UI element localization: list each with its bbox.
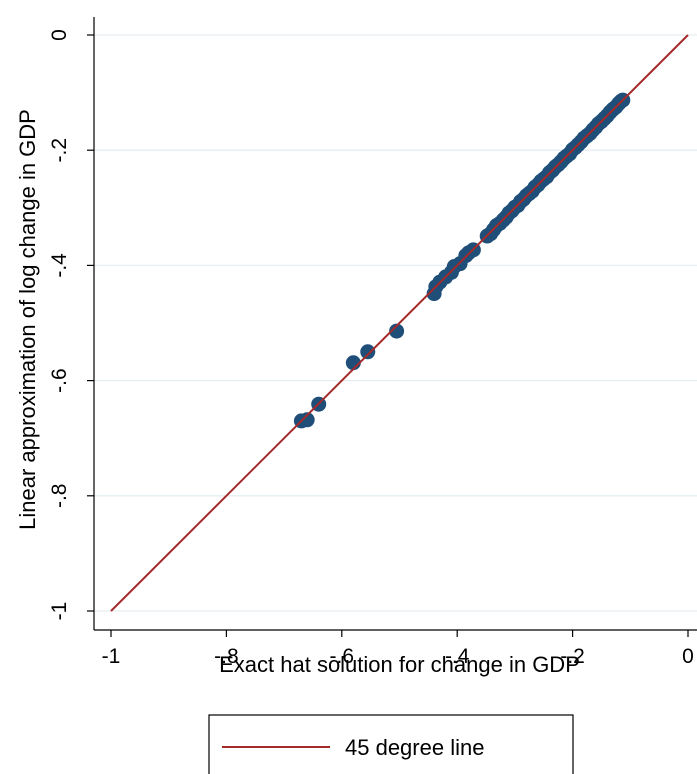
degree-line-series [110, 34, 689, 612]
x-tick-label: 0 [682, 645, 694, 668]
x-tick-label: -.2 [560, 645, 585, 668]
y-tick-label: -.6 [48, 368, 71, 393]
y-tick-label: -.2 [48, 138, 71, 163]
data-point [360, 344, 376, 360]
x-tick-label: -.4 [445, 645, 470, 668]
x-tick-label: -1 [102, 645, 121, 668]
data-point [299, 412, 315, 428]
x-tick-label: -.6 [330, 645, 355, 668]
x-tick-label: -.8 [214, 645, 239, 668]
grid-lines [94, 34, 697, 612]
y-axis-title: Linear approximation of log change in GD… [15, 109, 40, 530]
x-axis-ticks: -1 -.8 -.6 -.4 -.2 0 [102, 630, 694, 668]
legend: 45 degree line [208, 714, 574, 774]
y-tick-label: -1 [48, 602, 71, 621]
axes: -1 -.8 -.6 -.4 -.2 0 -1 -.8 -.6 -.4 -.2 0 [48, 17, 697, 668]
data-point [389, 323, 405, 339]
legend-box [208, 714, 574, 774]
y-tick-label: -.4 [48, 253, 71, 278]
plot-region [94, 34, 697, 612]
y-tick-label: 0 [48, 29, 71, 41]
x-axis-title: Exact hat solution for change in GDP [219, 652, 580, 677]
legend-label: 45 degree line [345, 735, 484, 760]
degree-line [110, 34, 689, 612]
y-tick-label: -.8 [48, 484, 71, 509]
y-axis-ticks: -1 -.8 -.6 -.4 -.2 0 [48, 29, 94, 620]
